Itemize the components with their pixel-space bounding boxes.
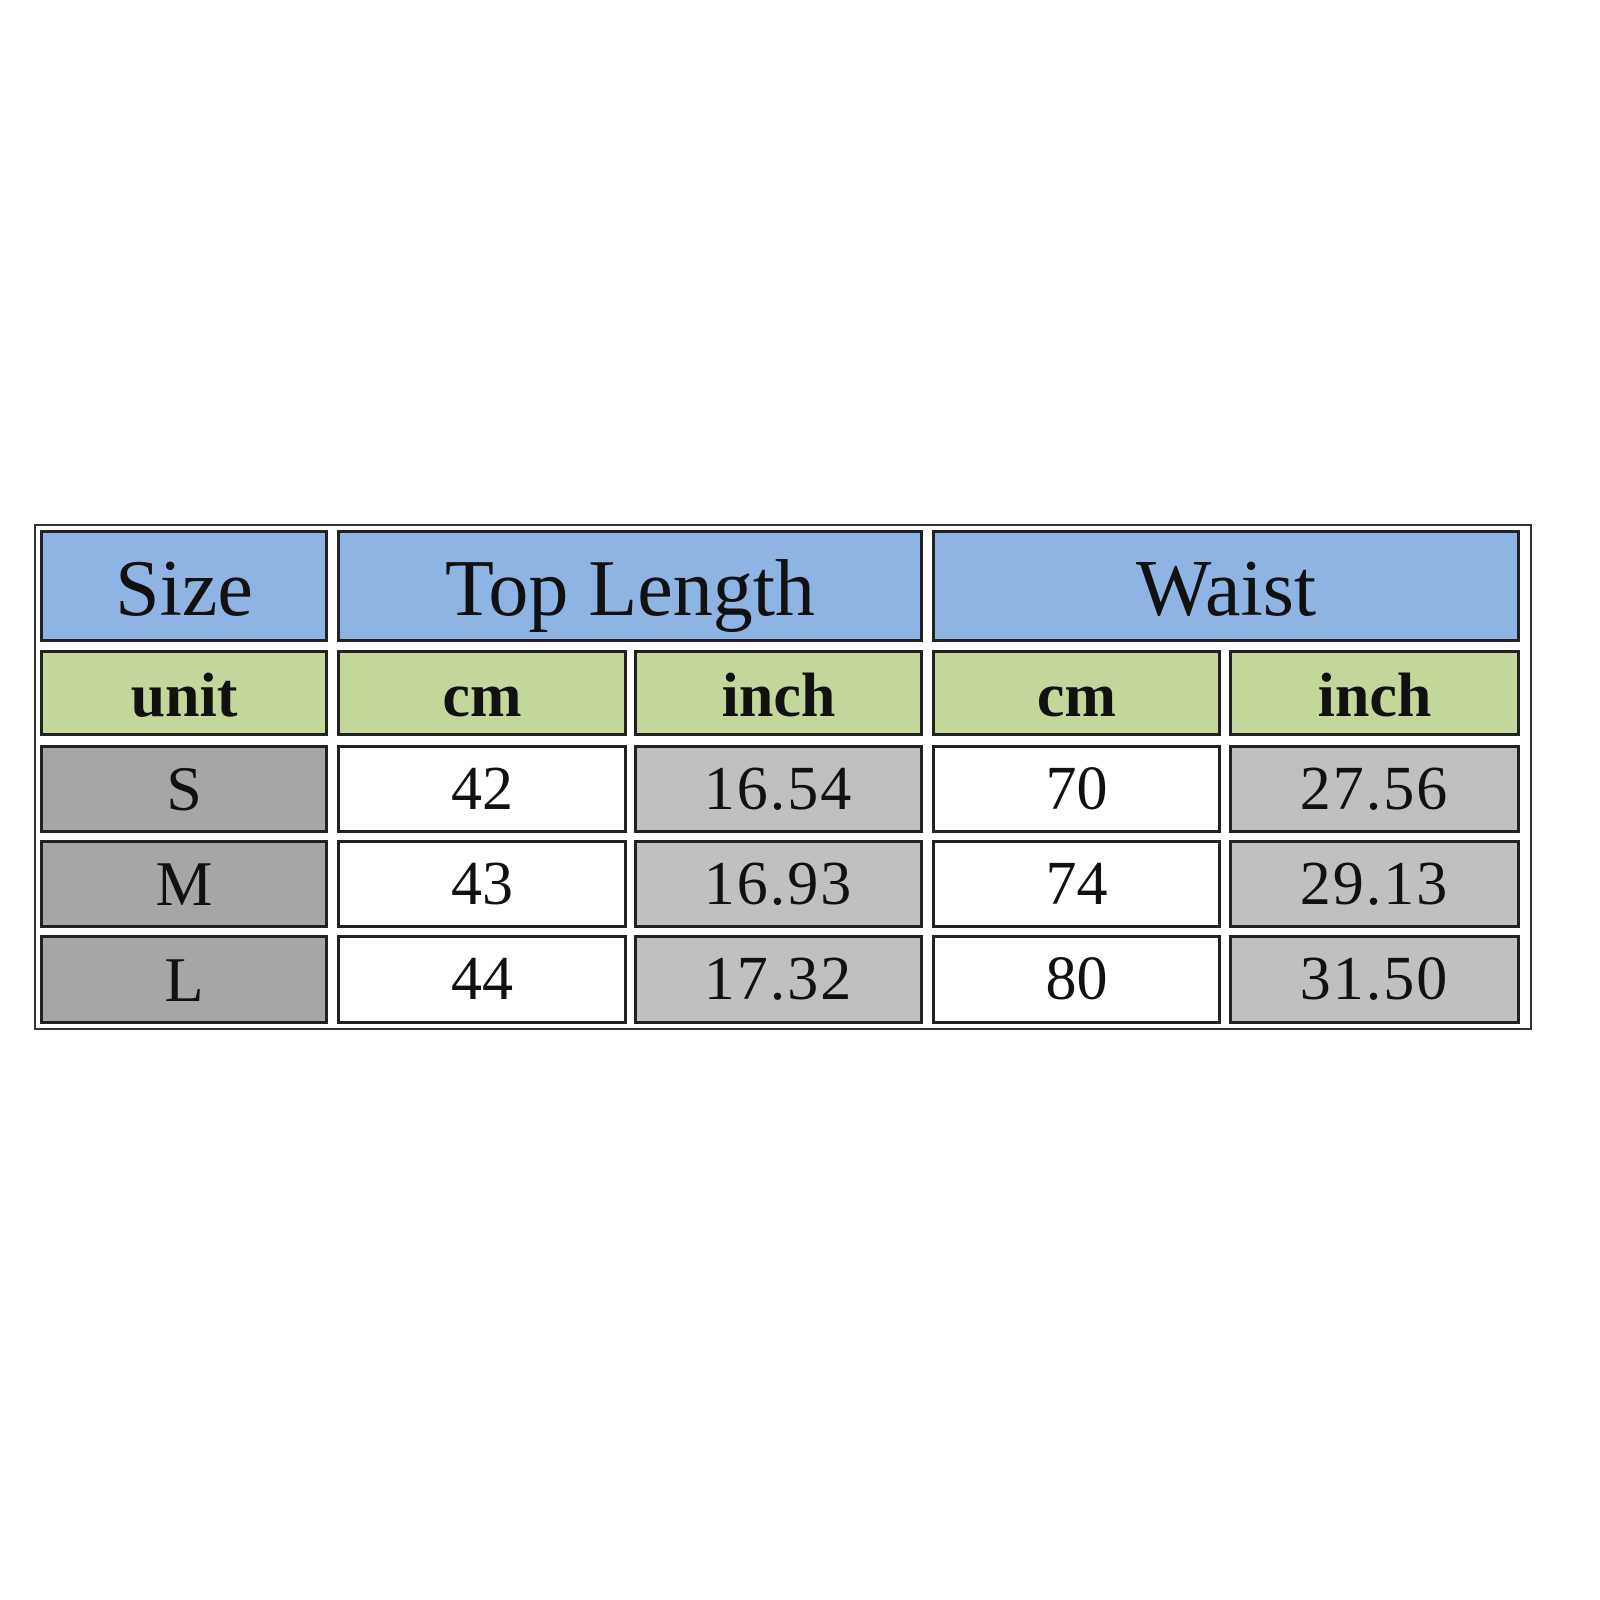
top-inch-cell: 16.93	[634, 840, 923, 928]
top-cm-cell: 43	[337, 840, 627, 928]
unit-top-inch: inch	[634, 650, 923, 736]
waist-inch-cell: 31.50	[1229, 935, 1520, 1024]
waist-inch-cell: 27.56	[1229, 745, 1520, 833]
header-top-length: Top Length	[337, 530, 923, 642]
unit-waist-cm: cm	[932, 650, 1221, 736]
size-cell: S	[40, 745, 328, 833]
top-cm-cell: 44	[337, 935, 627, 1024]
header-size: Size	[40, 530, 328, 642]
unit-label: unit	[40, 650, 328, 736]
waist-inch-cell: 29.13	[1229, 840, 1520, 928]
waist-cm-cell: 70	[932, 745, 1221, 833]
header-waist: Waist	[932, 530, 1520, 642]
waist-cm-cell: 74	[932, 840, 1221, 928]
top-inch-cell: 17.32	[634, 935, 923, 1024]
unit-top-cm: cm	[337, 650, 627, 736]
top-inch-cell: 16.54	[634, 745, 923, 833]
size-cell: L	[40, 935, 328, 1024]
waist-cm-cell: 80	[932, 935, 1221, 1024]
size-cell: M	[40, 840, 328, 928]
unit-waist-inch: inch	[1229, 650, 1520, 736]
top-cm-cell: 42	[337, 745, 627, 833]
size-chart-table	[34, 524, 1532, 1030]
